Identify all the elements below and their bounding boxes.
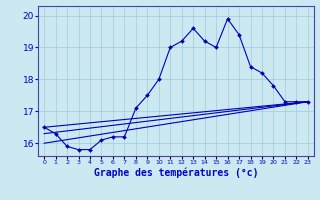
X-axis label: Graphe des températures (°c): Graphe des températures (°c) [94,168,258,178]
